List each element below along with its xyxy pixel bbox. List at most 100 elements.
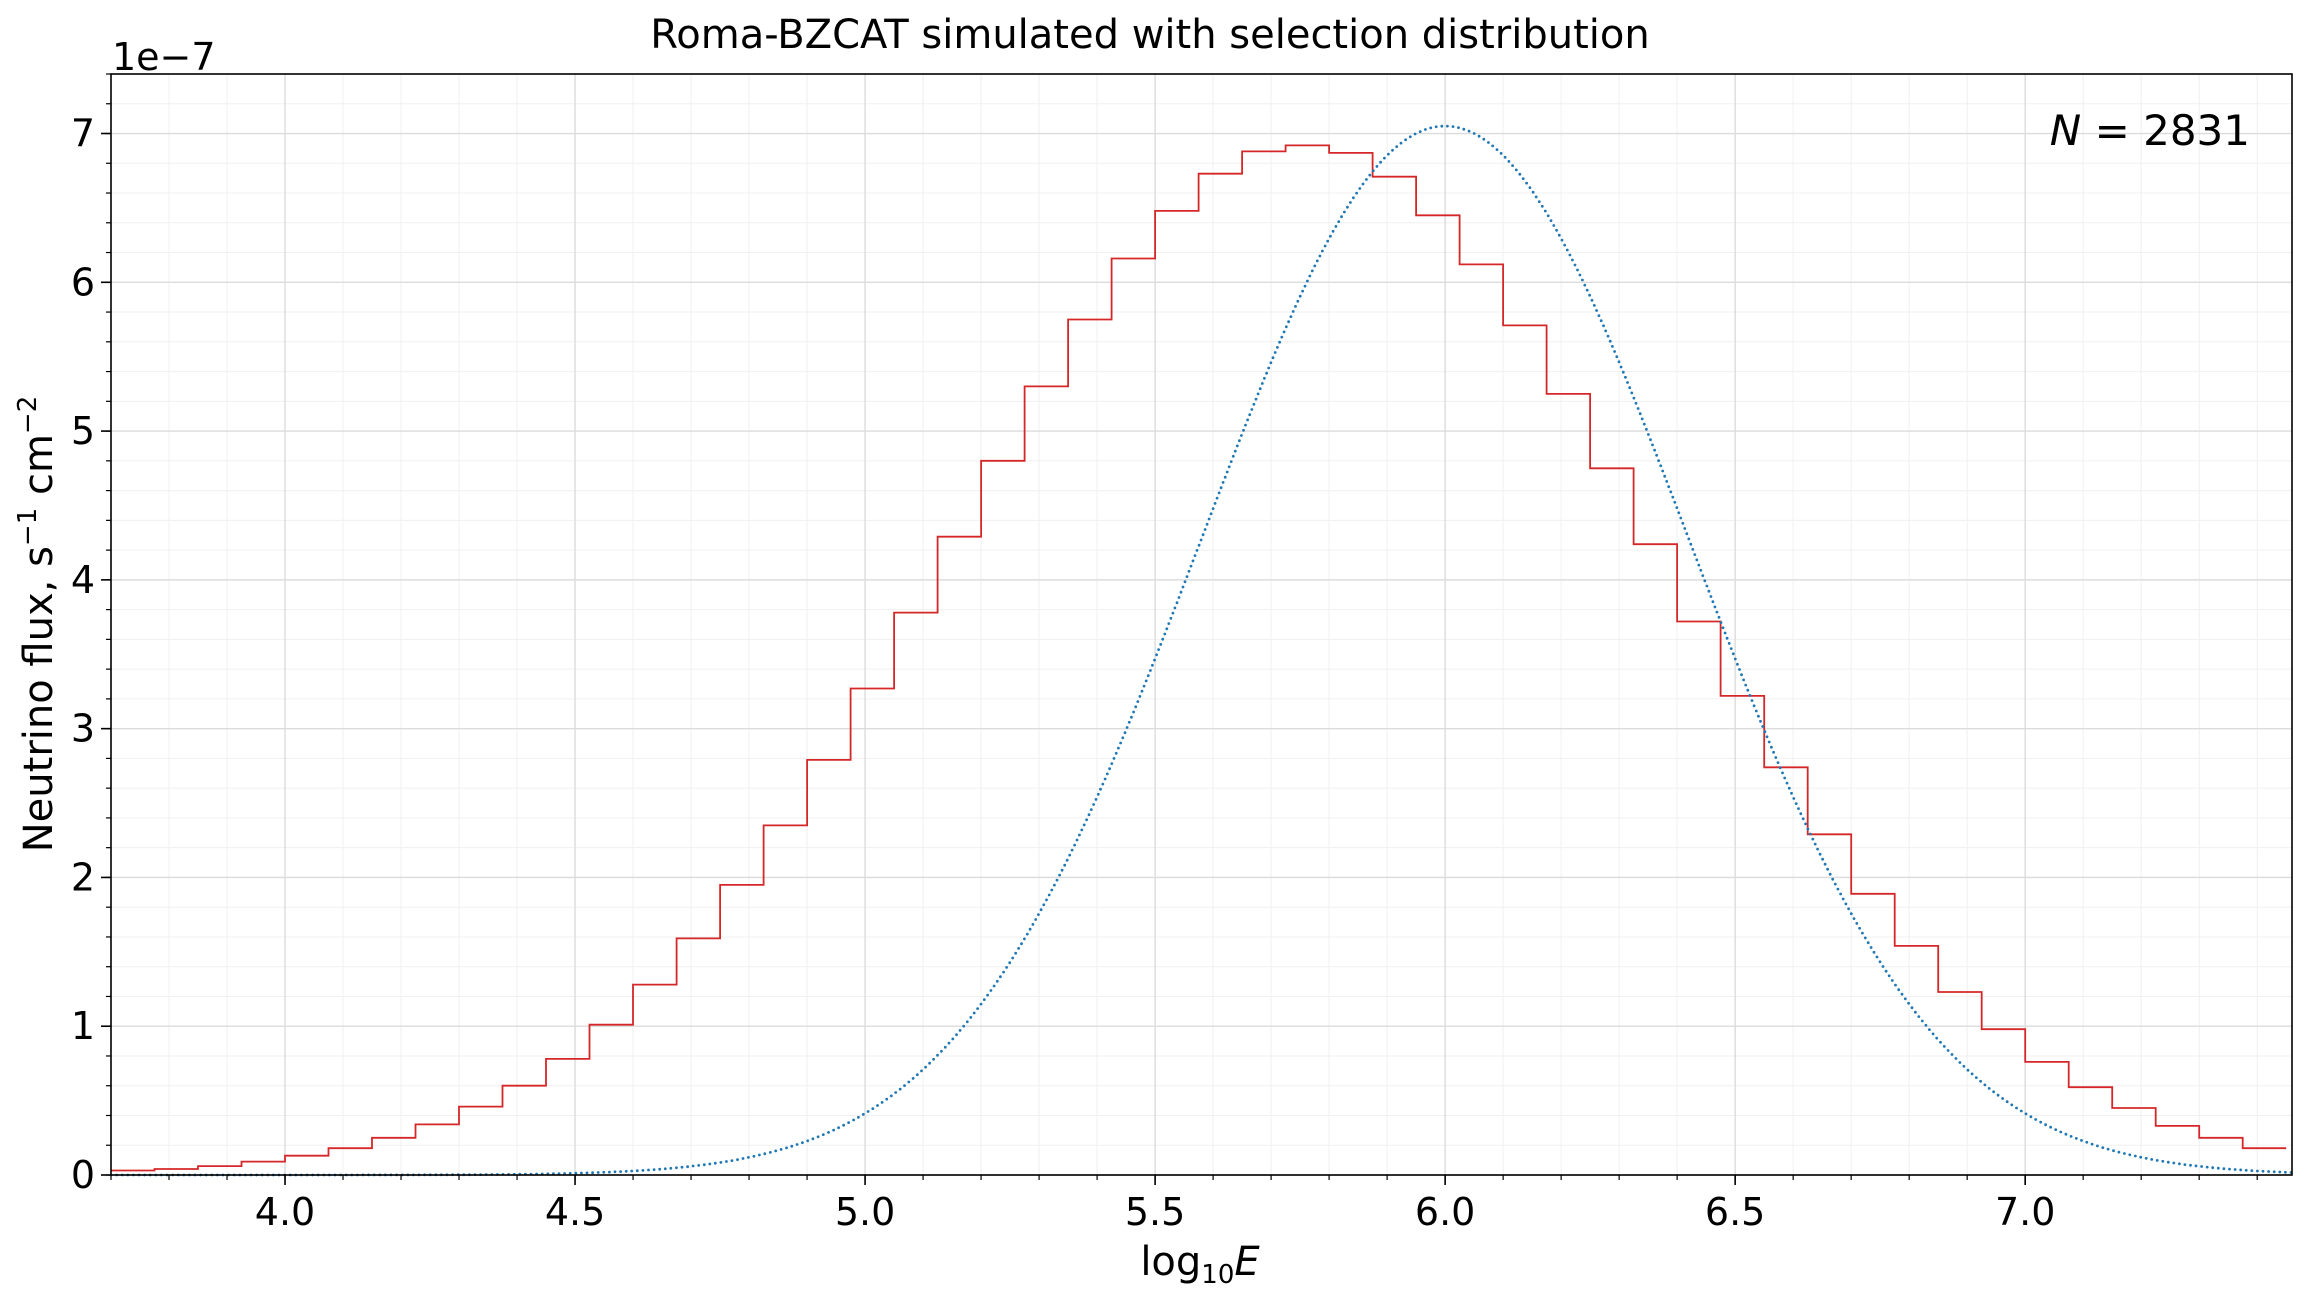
curve-dot	[1852, 917, 1856, 920]
curve-dot	[2278, 1170, 2282, 1174]
curve-dot	[2139, 1155, 2143, 1159]
curve-dot	[861, 1113, 865, 1116]
curve-dot	[1213, 502, 1217, 505]
curve-dot	[2049, 1125, 2053, 1129]
curve-dot	[1334, 225, 1338, 228]
curve-dot	[986, 993, 989, 997]
curve-dot	[1717, 615, 1721, 619]
curve-dot	[2080, 1139, 2083, 1142]
curve-dot	[1240, 434, 1243, 437]
curve-dot	[1571, 258, 1574, 262]
curve-dot	[1761, 725, 1765, 728]
curve-dot	[1002, 970, 1005, 974]
curve-dot	[1337, 220, 1341, 224]
curve-dot	[936, 1053, 939, 1057]
curve-dot	[947, 1041, 951, 1045]
curve-dot	[1233, 449, 1237, 453]
x-tick-label: 6.5	[1705, 1190, 1765, 1234]
curve-dot	[2069, 1135, 2073, 1138]
curve-dot	[1244, 423, 1247, 427]
curve-dot	[1581, 278, 1584, 282]
curve-dot	[2233, 1168, 2237, 1171]
curve-dot	[1117, 746, 1120, 750]
curve-dot	[1375, 165, 1379, 168]
y-tick-label: 7	[71, 112, 95, 156]
curve-dot	[1935, 1036, 1939, 1040]
curve-dot	[1681, 521, 1685, 525]
curve-dot	[1806, 827, 1810, 831]
curve-dot	[1440, 124, 1444, 128]
curve-dot	[2172, 1161, 2176, 1165]
curve-dot	[1346, 205, 1349, 209]
curve-dot	[1020, 942, 1023, 946]
curve-dot	[1291, 310, 1295, 313]
curve-dot	[1263, 376, 1266, 380]
curve-dot	[1138, 695, 1142, 698]
curve-dot	[1207, 517, 1211, 521]
curve-dot	[1750, 699, 1754, 702]
curve-dot	[658, 1167, 662, 1171]
curve-dot	[1543, 209, 1547, 213]
curve-dot	[2211, 1166, 2215, 1170]
curve-dot	[1669, 490, 1673, 494]
curve-dot	[1841, 897, 1845, 901]
curve-dot	[1355, 191, 1358, 195]
curve-dot	[1211, 507, 1215, 510]
curve-dot	[1511, 164, 1514, 168]
curve-dot	[1738, 668, 1741, 671]
curve-dot	[2001, 1097, 2004, 1100]
curve-dot	[1897, 988, 1901, 992]
curve-dot	[2272, 1170, 2276, 1174]
curve-dot	[928, 1061, 931, 1065]
curve-dot	[647, 1168, 650, 1172]
curve-dot	[779, 1148, 783, 1151]
curve-dot	[1491, 144, 1495, 148]
curve-dot	[2085, 1140, 2089, 1144]
curve-dot	[1619, 365, 1623, 369]
curve-dot	[1723, 631, 1727, 635]
curve-dot	[1754, 709, 1758, 713]
curve-dot	[894, 1091, 898, 1094]
curve-dot	[1611, 345, 1614, 348]
curve-dot	[989, 989, 993, 992]
curve-dot	[852, 1118, 855, 1122]
curve-dot	[1011, 956, 1015, 960]
curve-dot	[1962, 1064, 1966, 1068]
curve-dot	[1531, 190, 1535, 194]
x-tick-label: 4.5	[545, 1190, 605, 1234]
curve-dot	[1343, 210, 1346, 214]
curve-dot	[1238, 439, 1241, 443]
curve-dot	[1792, 797, 1796, 800]
curve-dot	[1193, 554, 1197, 557]
curve-dot	[1123, 731, 1127, 735]
curve-dot	[1215, 496, 1219, 500]
curve-dot	[1058, 873, 1061, 877]
y-tick-label: 5	[71, 409, 95, 453]
curve-dot	[2256, 1169, 2259, 1173]
curve-dot	[1514, 168, 1518, 172]
curve-dot	[2044, 1123, 2047, 1127]
curve-dot	[1136, 700, 1140, 703]
curve-dot	[1578, 273, 1582, 277]
curve-dot	[1310, 269, 1314, 273]
curve-dot	[1199, 538, 1203, 542]
curve-dot	[1679, 516, 1683, 520]
curve-dot	[1499, 152, 1503, 155]
curve-dot	[1315, 259, 1319, 263]
curve-dot	[1134, 705, 1138, 709]
curve-dot	[763, 1152, 767, 1156]
curve-dot	[1082, 823, 1086, 827]
curve-dot	[1875, 955, 1879, 959]
curve-dot	[1920, 1019, 1924, 1023]
curve-dot	[1881, 965, 1885, 968]
curve-dot	[871, 1107, 875, 1110]
curve-dot	[1246, 418, 1249, 422]
x-axis-label: log10E	[1140, 1239, 1260, 1290]
curve-dot	[1828, 872, 1832, 876]
curve-dot	[1785, 781, 1789, 785]
curve-dot	[1759, 719, 1762, 723]
curve-dot	[1149, 669, 1152, 672]
curve-dot	[1763, 730, 1767, 734]
curve-dot	[680, 1165, 684, 1169]
